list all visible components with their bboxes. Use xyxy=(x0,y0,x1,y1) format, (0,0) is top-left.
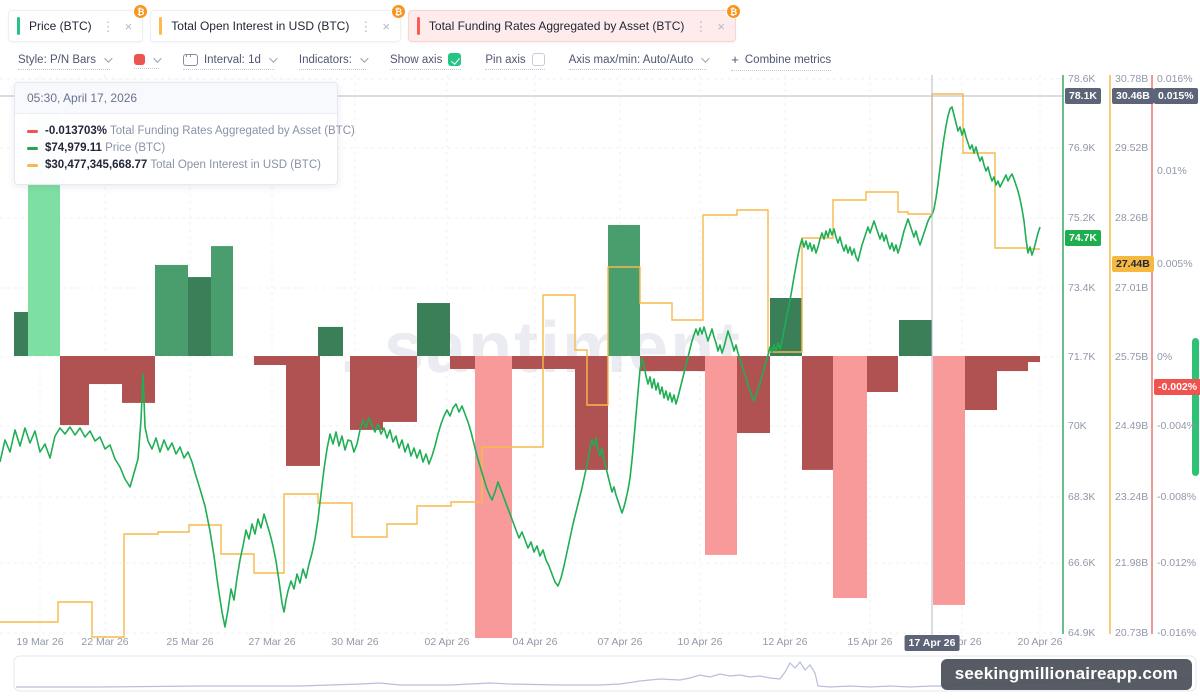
tab-accent-bar xyxy=(159,17,163,35)
tab-open-interest[interactable]: Total Open Interest in USD (BTC) ⋮ × ₿ xyxy=(150,4,406,42)
interval-dropdown[interactable]: Interval: 1d xyxy=(182,53,278,70)
indicators-label: Indicators: xyxy=(298,53,352,66)
funding-bar xyxy=(122,356,155,403)
chevron-down-icon xyxy=(269,53,278,63)
funding-bar xyxy=(450,356,475,369)
bitcoin-badge-icon: ₿ xyxy=(725,4,741,19)
tooltip-row-open-interest: $30,477,345,668.77 Total Open Interest i… xyxy=(27,157,325,174)
axis-maxmin-label: Axis max/min: Auto/Auto xyxy=(568,53,694,66)
tooltip-label: Total Funding Rates Aggregated by Asset … xyxy=(110,125,355,137)
funding-bar xyxy=(286,356,320,466)
timeline-panel[interactable] xyxy=(13,655,1197,692)
style-label: Style: P/N Bars xyxy=(18,53,96,66)
show-axis-checkbox[interactable] xyxy=(448,53,462,66)
branding-badge: seekingmillionaireapp.com xyxy=(940,659,1192,690)
funding-bar xyxy=(997,356,1028,372)
indicators-dropdown[interactable]: Indicators: xyxy=(298,53,369,70)
tooltip-value: -0.013703% xyxy=(45,125,108,137)
open-interest-line xyxy=(0,93,1040,638)
funding-bar xyxy=(933,356,965,605)
plus-icon: + xyxy=(731,52,739,67)
funding-bar xyxy=(965,356,997,411)
pin-axis-checkbox[interactable] xyxy=(531,53,545,66)
chevron-down-icon xyxy=(701,53,710,63)
axis-maxmin-dropdown[interactable]: Axis max/min: Auto/Auto xyxy=(568,53,710,70)
interval-icon xyxy=(182,53,198,66)
funding-bar xyxy=(417,303,450,356)
chevron-down-icon xyxy=(360,53,369,63)
funding-bar xyxy=(867,356,898,393)
funding-bar xyxy=(770,298,802,356)
tab-accent-bar xyxy=(17,17,20,35)
kebab-menu-icon[interactable]: ⋮ xyxy=(694,18,708,34)
series-dash-icon xyxy=(27,130,38,133)
tooltip-row-funding: -0.013703% Total Funding Rates Aggregate… xyxy=(27,123,355,140)
tooltip-datetime: 05:30, April 17, 2026 xyxy=(15,83,337,114)
tab-label: Total Open Interest in USD (BTC) xyxy=(171,19,350,33)
bitcoin-badge-icon: ₿ xyxy=(390,4,406,19)
color-swatch xyxy=(133,54,145,65)
funding-bar xyxy=(211,246,233,356)
funding-bar xyxy=(188,277,211,356)
series-dash-icon xyxy=(27,164,38,167)
combine-metrics-button[interactable]: + Combine metrics xyxy=(731,52,832,71)
tooltip-body: -0.013703% Total Funding Rates Aggregate… xyxy=(15,114,355,184)
funding-bar xyxy=(833,356,867,599)
chart-tooltip: 05:30, April 17, 2026 -0.013703% Total F… xyxy=(14,82,355,185)
tab-label: Total Funding Rates Aggregated by Asset … xyxy=(428,19,685,33)
chevron-down-icon xyxy=(153,53,162,63)
interval-label: Interval: 1d xyxy=(203,53,261,66)
metric-tabs: Price (BTC) ⋮ × ₿ Total Open Interest in… xyxy=(8,4,741,42)
color-swatch-dropdown[interactable] xyxy=(133,53,162,69)
tab-price-btc[interactable]: Price (BTC) ⋮ × ₿ xyxy=(8,4,149,42)
pin-axis-toggle[interactable]: Pin axis xyxy=(485,53,545,70)
tab-accent-bar xyxy=(416,17,420,35)
close-icon[interactable]: × xyxy=(382,18,390,34)
pin-axis-label: Pin axis xyxy=(485,53,526,66)
funding-bars-series xyxy=(14,107,1040,639)
funding-bar xyxy=(60,356,89,426)
style-dropdown[interactable]: Style: P/N Bars xyxy=(18,53,113,70)
funding-bar xyxy=(254,356,286,366)
funding-bar xyxy=(640,356,705,372)
show-axis-toggle[interactable]: Show axis xyxy=(389,53,462,70)
funding-bar xyxy=(383,356,417,422)
tooltip-value: $74,979.11 xyxy=(45,142,102,154)
tab-funding-rates[interactable]: Total Funding Rates Aggregated by Asset … xyxy=(407,4,741,42)
funding-bar xyxy=(608,224,640,356)
chevron-down-icon xyxy=(104,53,113,63)
funding-bar xyxy=(155,264,188,356)
tab-label: Price (BTC) xyxy=(29,19,92,33)
series-dash-icon xyxy=(27,147,38,150)
funding-bar xyxy=(705,356,737,555)
kebab-menu-icon[interactable]: ⋮ xyxy=(101,18,115,34)
tooltip-value: $30,477,345,668.77 xyxy=(45,159,148,171)
funding-bar xyxy=(89,356,122,385)
show-axis-label: Show axis xyxy=(389,53,443,66)
axis-range-handle[interactable] xyxy=(1192,338,1199,476)
chart-toolbar: Style: P/N Bars Interval: 1d Indicators:… xyxy=(18,52,832,71)
bitcoin-badge-icon: ₿ xyxy=(133,4,149,19)
close-icon[interactable]: × xyxy=(717,18,725,34)
tooltip-row-price: $74,979.11 Price (BTC) xyxy=(27,140,325,157)
funding-bar xyxy=(14,312,28,356)
close-icon[interactable]: × xyxy=(124,18,133,34)
funding-bar xyxy=(318,326,343,356)
funding-bar xyxy=(802,356,833,470)
funding-bar xyxy=(1028,356,1040,363)
tooltip-label: Total Open Interest in USD (BTC) xyxy=(150,159,321,171)
price-line xyxy=(0,106,1041,628)
combine-metrics-label: Combine metrics xyxy=(744,53,832,66)
funding-bar xyxy=(899,319,932,356)
kebab-menu-icon[interactable]: ⋮ xyxy=(359,18,373,34)
tooltip-label: Price (BTC) xyxy=(105,142,166,154)
funding-bar xyxy=(350,356,383,430)
